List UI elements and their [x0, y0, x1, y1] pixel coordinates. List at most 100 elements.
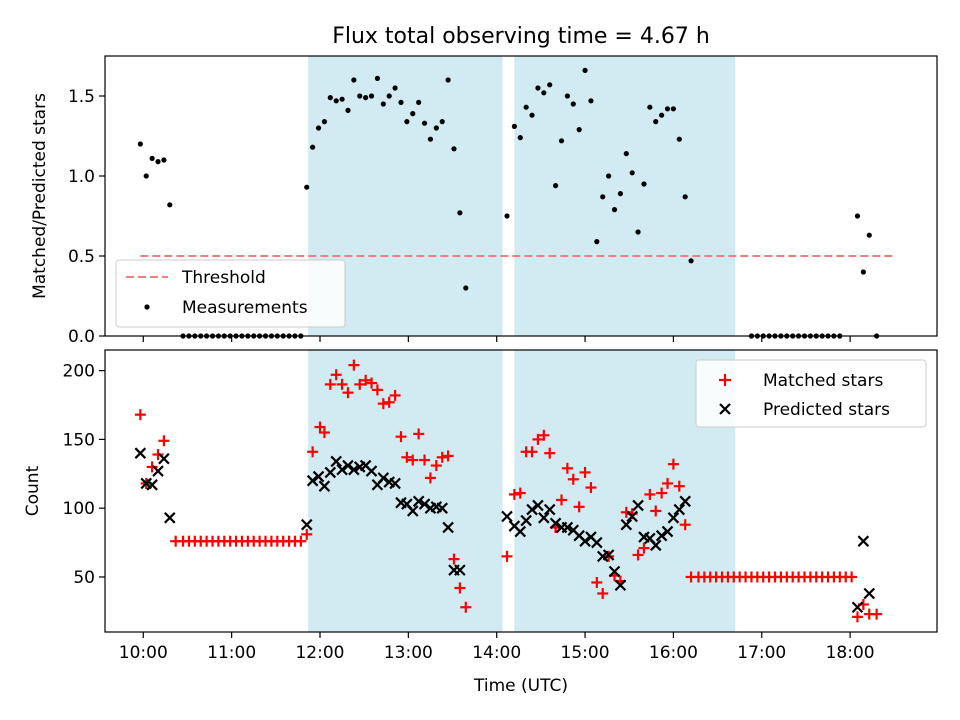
- top-shaded-intervals: [308, 56, 736, 336]
- measurement-point: [629, 170, 635, 176]
- measurement-point: [682, 194, 688, 200]
- predicted-stars-point: [579, 535, 591, 547]
- predicted-stars-point: [342, 459, 354, 472]
- measurement-point: [351, 77, 357, 83]
- measurement-point: [427, 136, 434, 142]
- x-tick-label: 11:00: [207, 643, 256, 663]
- predicted-stars-point: [454, 564, 466, 576]
- measurement-point: [439, 119, 445, 125]
- predicted-stars-point: [655, 529, 668, 542]
- predicted-stars-point: [134, 447, 147, 459]
- panel-top: 0.0 0.5 1.0 1.5 Matched/Predicted stars Thr…: [30, 55, 938, 347]
- predicted-stars-point: [164, 512, 176, 524]
- predicted-stars-point: [389, 477, 401, 490]
- predicted-stars-point: [851, 601, 864, 614]
- predicted-stars-point: [857, 535, 870, 547]
- predicted-stars-point: [406, 505, 419, 517]
- predicted-stars-point: [158, 452, 170, 465]
- predicted-stars-point: [501, 510, 513, 523]
- predicted-stars-point: [348, 463, 360, 476]
- x-tick-label: 13:00: [384, 643, 433, 663]
- predicted-stars-point: [649, 539, 662, 552]
- x-tick-label: 10:00: [119, 643, 168, 663]
- bottom-data-layer: [134, 359, 883, 623]
- top-y-tick-label: 0.5: [68, 247, 95, 267]
- legend-matched-label: Matched stars: [763, 371, 883, 391]
- predicted-stars-point: [620, 518, 633, 531]
- matched-stars-point: [501, 550, 513, 562]
- top-y-tick-label: 1.5: [68, 87, 95, 107]
- matched-stars-point: [656, 487, 668, 499]
- matched-stars-point: [454, 582, 466, 594]
- matched-stars-point: [442, 450, 454, 462]
- predicted-stars-point: [661, 525, 674, 538]
- x-tick-label: 14:00: [472, 643, 521, 663]
- matched-stars-point: [620, 506, 632, 518]
- predicted-stars-point: [436, 502, 448, 514]
- predicted-stars-point: [336, 463, 348, 476]
- matched-stars-point: [555, 494, 567, 506]
- matched-stars-point: [673, 480, 685, 492]
- measurement-point: [866, 232, 872, 238]
- predicted-stars-point: [514, 525, 527, 538]
- matched-stars-point: [383, 396, 395, 408]
- bottom-axes-frame: [104, 349, 938, 633]
- matched-stars-point: [846, 571, 858, 583]
- measurement-point: [386, 93, 392, 99]
- measurement-point: [404, 119, 410, 125]
- predicted-stars-point: [318, 480, 331, 492]
- matched-stars-point: [401, 451, 413, 463]
- predicted-stars-point: [561, 521, 574, 534]
- matched-stars-point: [366, 377, 378, 389]
- matched-stars-point: [295, 535, 307, 547]
- matched-stars-point: [579, 466, 591, 478]
- legend-predicted-marker: [719, 403, 731, 415]
- measurement-point: [463, 285, 469, 291]
- top-axes-frame: [104, 55, 938, 337]
- measurement-point: [641, 181, 647, 187]
- measurement-point: [854, 213, 861, 219]
- predicted-stars-point: [532, 499, 544, 512]
- predicted-stars-point: [614, 579, 627, 592]
- matched-stars-point: [514, 487, 526, 499]
- measurement-point: [635, 229, 641, 235]
- measurement-point: [504, 213, 510, 219]
- bottom-y-tick-label: 200: [63, 362, 95, 382]
- measurement-point: [688, 258, 694, 264]
- measurement-point: [647, 104, 653, 110]
- top-legend: Threshold Measurements: [115, 259, 346, 328]
- matched-stars-point: [532, 433, 544, 445]
- x-tick-label: 17:00: [737, 643, 786, 663]
- measurement-point: [345, 107, 351, 113]
- measurement-point: [606, 173, 612, 179]
- matched-stars-point: [544, 447, 556, 459]
- predicted-stars-point: [324, 466, 337, 479]
- series-matched-stars: [134, 359, 883, 623]
- predicted-stars-point: [146, 479, 158, 491]
- x-tick-label: 15:00: [561, 643, 610, 663]
- predicted-stars-point: [520, 514, 532, 527]
- measurement-point: [558, 138, 565, 144]
- measurement-point: [676, 136, 682, 142]
- measurement-point: [167, 202, 173, 208]
- matched-stars-point: [871, 608, 883, 620]
- predicted-stars-point: [608, 565, 621, 578]
- measurement-point: [576, 127, 582, 133]
- measurement-point: [416, 99, 422, 105]
- top-legend-box: [115, 259, 346, 328]
- figure-title: Flux total observing time = 4.67 h: [332, 24, 710, 49]
- series-measurements: [137, 67, 880, 339]
- predicted-stars-point: [667, 512, 680, 524]
- measurement-point: [653, 119, 659, 125]
- matched-stars-point: [667, 458, 679, 470]
- predicted-stars-point: [549, 517, 562, 530]
- measurement-point: [155, 159, 161, 165]
- predicted-stars-point: [673, 503, 686, 516]
- matched-stars-point: [336, 378, 348, 390]
- matched-stars-point: [389, 389, 401, 401]
- measurement-point: [547, 82, 553, 88]
- measurement-point: [321, 119, 328, 125]
- predicted-stars-point: [330, 455, 342, 468]
- measurement-point: [588, 98, 594, 104]
- measurement-point: [600, 194, 606, 200]
